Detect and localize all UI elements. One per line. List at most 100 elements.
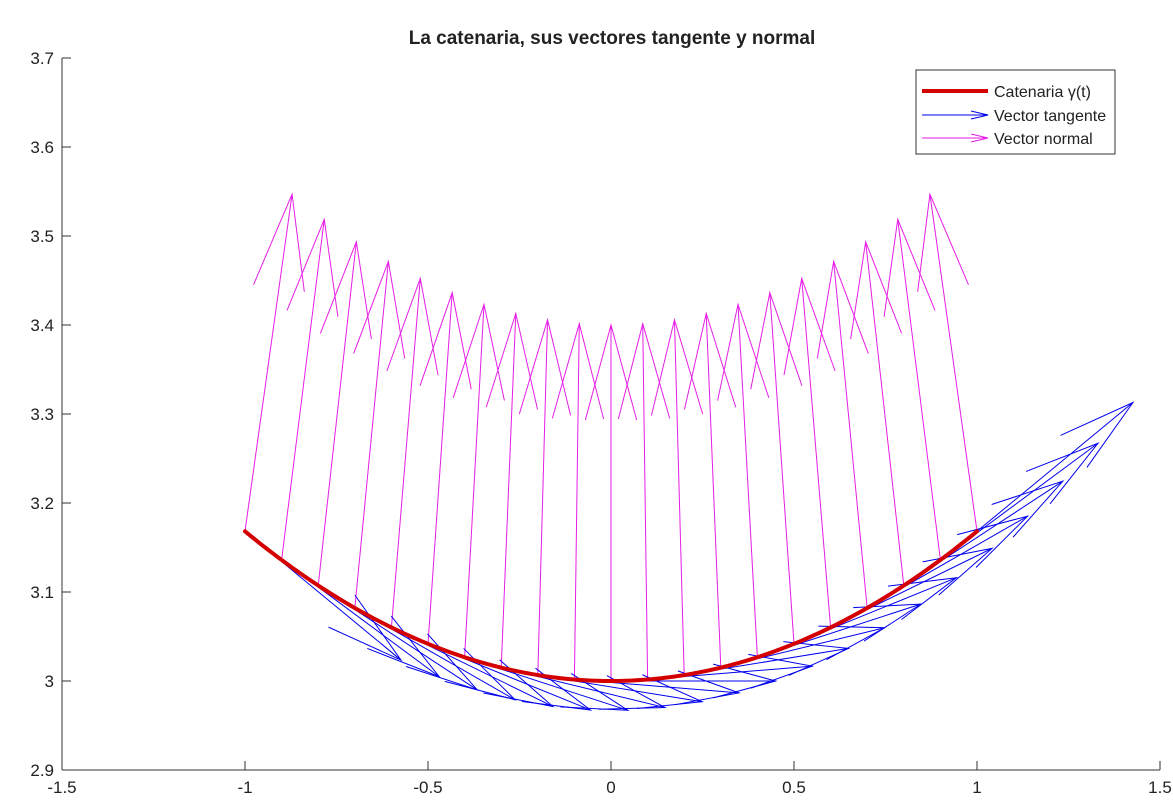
- normal-vector-13-head: [684, 311, 737, 410]
- y-tick-label-3: 3.2: [30, 494, 54, 513]
- tangent-vector-18-head: [991, 480, 1065, 538]
- x-tick-label-6: 1.5: [1148, 778, 1172, 797]
- catenary-curve: [243, 529, 979, 683]
- normal-vector-12: [650, 317, 704, 676]
- normal-vector-16: [783, 276, 836, 628]
- normal-vector-1-head: [286, 217, 339, 317]
- normal-vector-14-head: [717, 302, 770, 401]
- tangent-vector-11-head: [748, 653, 815, 689]
- x-tick-label-0: -1.5: [47, 778, 76, 797]
- tangent-vector-20-head: [1060, 401, 1135, 468]
- tangent-vector-10-head: [712, 663, 778, 699]
- normal-vector-9-head: [551, 321, 605, 420]
- normal-vector-13: [684, 311, 737, 668]
- tangent-vector-12-head: [783, 641, 851, 676]
- normal-vector-7: [485, 311, 538, 668]
- legend-curve-label: Catenaria γ(t): [994, 84, 1091, 101]
- normal-vector-3: [353, 259, 406, 609]
- tangent-vector-8-head: [636, 674, 705, 709]
- normal-vector-2-head: [319, 239, 372, 340]
- normal-vector-12-head: [650, 317, 704, 416]
- normal-vector-0-shaft: [244, 194, 293, 532]
- tangent-vector-4-head: [483, 659, 555, 708]
- normal-vector-10-head: [584, 323, 638, 421]
- normal-vector-9-shaft: [573, 323, 580, 680]
- normal-vector-4-shaft: [390, 278, 421, 628]
- normal-vector-13-shaft: [705, 313, 722, 668]
- normal-vector-19: [883, 217, 941, 561]
- axes: -1.5 -1 -0.5 0 0.5 1 1.5 2.9 3 3.1 3.2 3.3 3.4 3.5 3.6…: [30, 49, 1171, 797]
- normal-vector-17: [816, 259, 869, 609]
- normal-vector-19-head: [883, 217, 936, 317]
- y-tick-label-5: 3.4: [30, 316, 54, 335]
- tangent-vector-16-head: [922, 547, 994, 596]
- tangent-vector-14-head: [853, 603, 923, 642]
- tangent-vector-13-head: [818, 625, 887, 661]
- y-tick-label-8: 3.7: [30, 49, 54, 68]
- normal-vector-15: [750, 290, 803, 644]
- normal-vector-2: [317, 239, 372, 586]
- normal-vector-15-shaft: [769, 292, 795, 644]
- x-tick-label-1: -1: [237, 778, 252, 797]
- normal-vector-5: [419, 290, 472, 644]
- y-tick-label-4: 3.3: [30, 405, 54, 424]
- normal-vector-11-shaft: [642, 323, 649, 680]
- normal-vector-7-shaft: [500, 313, 517, 668]
- x-tick-label-5: 1: [972, 778, 981, 797]
- normal-vector-5-head: [419, 290, 472, 390]
- normal-vector-8: [518, 317, 572, 676]
- y-tick-label-0: 2.9: [30, 761, 54, 780]
- legend-box: [915, 69, 1116, 155]
- y-tick-label-2: 3.1: [30, 583, 54, 602]
- normal-vector-9: [551, 321, 605, 680]
- tangent-vector-15-head: [887, 576, 959, 620]
- chart-title: La catenaria, sus vectores tangente y no…: [409, 28, 816, 49]
- tangent-vector-5-head: [521, 667, 593, 711]
- normal-vector-17-shaft: [833, 261, 868, 609]
- normal-vector-3-head: [353, 259, 406, 359]
- normal-vector-17-head: [816, 259, 869, 359]
- normal-vector-8-shaft: [537, 319, 549, 676]
- normal-vector-20-head: [917, 192, 969, 292]
- normal-vector-0-head: [253, 192, 305, 292]
- normal-vector-14: [717, 302, 770, 658]
- tangent-vector-6-head: [560, 672, 630, 711]
- normal-vector-5-shaft: [427, 292, 453, 644]
- normal-vector-18: [850, 239, 905, 586]
- normal-vector-20: [917, 192, 978, 532]
- legend-normal-arrowhead: [970, 133, 989, 143]
- normal-vector-6: [452, 302, 505, 658]
- tangent-vector-19-head: [1025, 442, 1100, 505]
- tangent-vector-9-head: [674, 670, 741, 706]
- normal-vector-0: [244, 192, 305, 532]
- normal-vector-6-head: [452, 302, 505, 401]
- x-tick-label-2: -0.5: [413, 778, 442, 797]
- normal-vector-18-head: [850, 239, 903, 340]
- normal-vector-2-shaft: [317, 241, 357, 586]
- normal-vector-11: [617, 321, 671, 680]
- plot-area: [243, 192, 1135, 711]
- tangent-vector-7-head: [598, 675, 667, 710]
- normal-vector-16-shaft: [801, 278, 832, 628]
- tangent-vector-11: [647, 653, 815, 689]
- normal-vector-16-head: [783, 276, 836, 376]
- legend-normal-label: Vector normal: [994, 131, 1093, 148]
- y-tick-label-7: 3.6: [30, 138, 54, 157]
- tangent-vector-20: [976, 401, 1135, 532]
- normal-vector-4: [386, 276, 439, 628]
- y-tick-label-1: 3: [45, 672, 54, 691]
- normal-vector-15-head: [750, 290, 803, 390]
- normal-vector-14-shaft: [737, 304, 758, 658]
- y-tick-label-6: 3.5: [30, 227, 54, 246]
- normal-vector-19-shaft: [897, 219, 941, 561]
- normal-vector-6-shaft: [464, 304, 485, 658]
- x-tick-label-3: 0: [606, 778, 615, 797]
- normal-vector-4-head: [386, 276, 439, 376]
- normal-vector-3-shaft: [354, 261, 389, 609]
- legend-tangent-arrowhead: [970, 110, 989, 120]
- tangent-vector-20-shaft: [976, 402, 1134, 532]
- normal-vector-8-head: [518, 317, 572, 416]
- normal-vector-10: [584, 323, 638, 681]
- normal-vector-7-head: [485, 311, 538, 410]
